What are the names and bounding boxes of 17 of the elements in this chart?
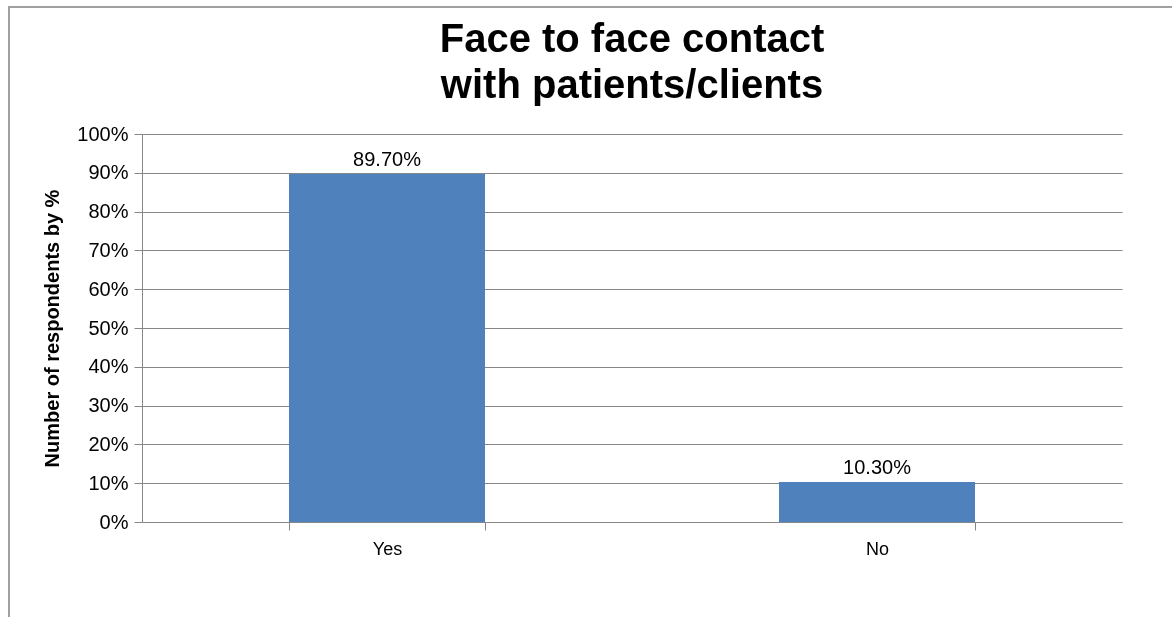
y-tick-label: 30%	[88, 394, 129, 417]
y-tick-label: 100%	[77, 122, 129, 145]
chart-title: Face to face contact with patients/clients	[439, 16, 825, 106]
y-tick-label: 90%	[88, 161, 129, 184]
y-tick-label: 40%	[88, 355, 129, 378]
y-tick-label: 80%	[88, 200, 129, 223]
y-tick-label: 10%	[88, 471, 129, 494]
data-label: 89.70%	[353, 147, 422, 170]
x-tick-label: No	[865, 538, 890, 559]
y-tick-label: 70%	[88, 238, 129, 261]
y-tick-label: 0%	[99, 510, 129, 533]
y-tick-label: 60%	[88, 277, 129, 300]
y-tick-label: 50%	[88, 316, 129, 339]
y-axis-title: Number of respondents by %	[41, 189, 64, 468]
y-tick-label: 20%	[88, 432, 129, 455]
data-label: 10.30%	[843, 456, 912, 479]
x-tick-label: Yes	[372, 538, 403, 559]
